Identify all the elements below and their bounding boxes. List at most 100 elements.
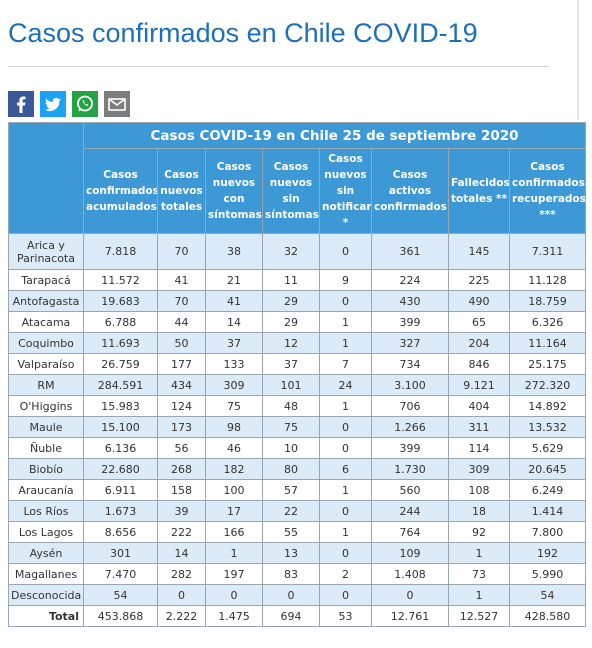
value-cell: 9 [319,269,372,291]
value-cell: 177 [157,353,206,375]
value-cell: 108 [448,479,510,501]
value-cell: 12 [262,332,320,354]
value-cell: 434 [157,374,206,396]
table-row: Coquimbo 11.693 50 37 12 1 327 204 11.164 [8,332,586,354]
value-cell: 1.673 [83,500,158,522]
table-row: Biobío 22.680 268 182 80 6 1.730 309 20.645 [8,458,586,480]
value-cell: 7.800 [509,521,586,543]
value-cell: 846 [448,353,510,375]
email-share[interactable] [104,91,130,117]
value-cell: 5.629 [509,437,586,459]
value-cell: 11.693 [83,332,158,354]
region-cell: Coquimbo [8,332,84,354]
value-cell: 399 [371,437,449,459]
covid-table: Casos COVID-19 en Chile 25 de septiembre… [8,122,586,627]
value-cell: 225 [448,269,510,291]
value-cell: 9.121 [448,374,510,396]
value-cell: 0 [319,584,372,606]
region-cell: RM [8,374,84,396]
column-header: Casos nuevos totales [157,148,206,234]
side-border [577,0,579,120]
value-cell: 490 [448,290,510,312]
value-cell: 133 [205,353,263,375]
value-cell: 100 [205,479,263,501]
facebook-share[interactable] [8,91,34,117]
value-cell: 46 [205,437,263,459]
value-cell: 26.759 [83,353,158,375]
total-cell: 453.868 [83,605,158,627]
value-cell: 11.572 [83,269,158,291]
value-cell: 309 [448,458,510,480]
region-cell: Los Lagos [8,521,84,543]
table-row: Maule 15.100 173 98 75 0 1.266 311 13.532 [8,416,586,438]
value-cell: 1.414 [509,500,586,522]
region-cell: O'Higgins [8,395,84,417]
value-cell: 54 [509,584,586,606]
column-header: Casos confirmados recuperados *** [509,148,586,234]
value-cell: 75 [262,416,320,438]
value-cell: 145 [448,233,510,270]
value-cell: 1 [205,542,263,564]
whatsapp-share[interactable] [72,91,98,117]
region-cell: Ñuble [8,437,84,459]
table-row: RM 284.591 434 309 101 24 3.100 9.121 272.320 [8,374,586,396]
column-header: Casos nuevos sin síntomas [262,148,320,234]
region-cell: Aysén [8,542,84,564]
total-cell: 53 [319,605,372,627]
value-cell: 22 [262,500,320,522]
value-cell: 39 [157,500,206,522]
value-cell: 204 [448,332,510,354]
value-cell: 0 [319,437,372,459]
value-cell: 182 [205,458,263,480]
value-cell: 98 [205,416,263,438]
value-cell: 14 [157,542,206,564]
value-cell: 70 [157,233,206,270]
value-cell: 173 [157,416,206,438]
value-cell: 244 [371,500,449,522]
value-cell: 0 [157,584,206,606]
column-header: Casos confirmados acumulados [83,148,158,234]
column-header: Casos nuevos con síntomas [205,148,263,234]
value-cell: 1.266 [371,416,449,438]
corner-cell [8,122,84,234]
region-cell: Tarapacá [8,269,84,291]
value-cell: 166 [205,521,263,543]
value-cell: 6.249 [509,479,586,501]
region-cell: Araucanía [8,479,84,501]
value-cell: 6 [319,458,372,480]
value-cell: 0 [205,584,263,606]
value-cell: 11.164 [509,332,586,354]
total-cell: 1.475 [205,605,263,627]
value-cell: 17 [205,500,263,522]
value-cell: 560 [371,479,449,501]
value-cell: 5.990 [509,563,586,585]
total-cell: 12.527 [448,605,510,627]
value-cell: 101 [262,374,320,396]
value-cell: 404 [448,395,510,417]
region-cell: Valparaíso [8,353,84,375]
region-cell: Magallanes [8,563,84,585]
value-cell: 272.320 [509,374,586,396]
value-cell: 38 [205,233,263,270]
value-cell: 192 [509,542,586,564]
value-cell: 1 [319,479,372,501]
table-row: Araucanía 6.911 158 100 57 1 560 108 6.249 [8,479,586,501]
value-cell: 83 [262,563,320,585]
value-cell: 399 [371,311,449,333]
value-cell: 0 [319,416,372,438]
value-cell: 0 [319,290,372,312]
table-row: Tarapacá 11.572 41 21 11 9 224 225 11.128 [8,269,586,291]
value-cell: 7.311 [509,233,586,270]
value-cell: 1 [319,311,372,333]
table-row: Magallanes 7.470 282 197 83 2 1.408 73 5.990 [8,563,586,585]
twitter-share[interactable] [40,91,66,117]
value-cell: 1 [448,584,510,606]
value-cell: 764 [371,521,449,543]
table-row: Ñuble 6.136 56 46 10 0 399 114 5.629 [8,437,586,459]
value-cell: 48 [262,395,320,417]
value-cell: 0 [319,500,372,522]
value-cell: 56 [157,437,206,459]
value-cell: 309 [205,374,263,396]
value-cell: 15.100 [83,416,158,438]
value-cell: 282 [157,563,206,585]
